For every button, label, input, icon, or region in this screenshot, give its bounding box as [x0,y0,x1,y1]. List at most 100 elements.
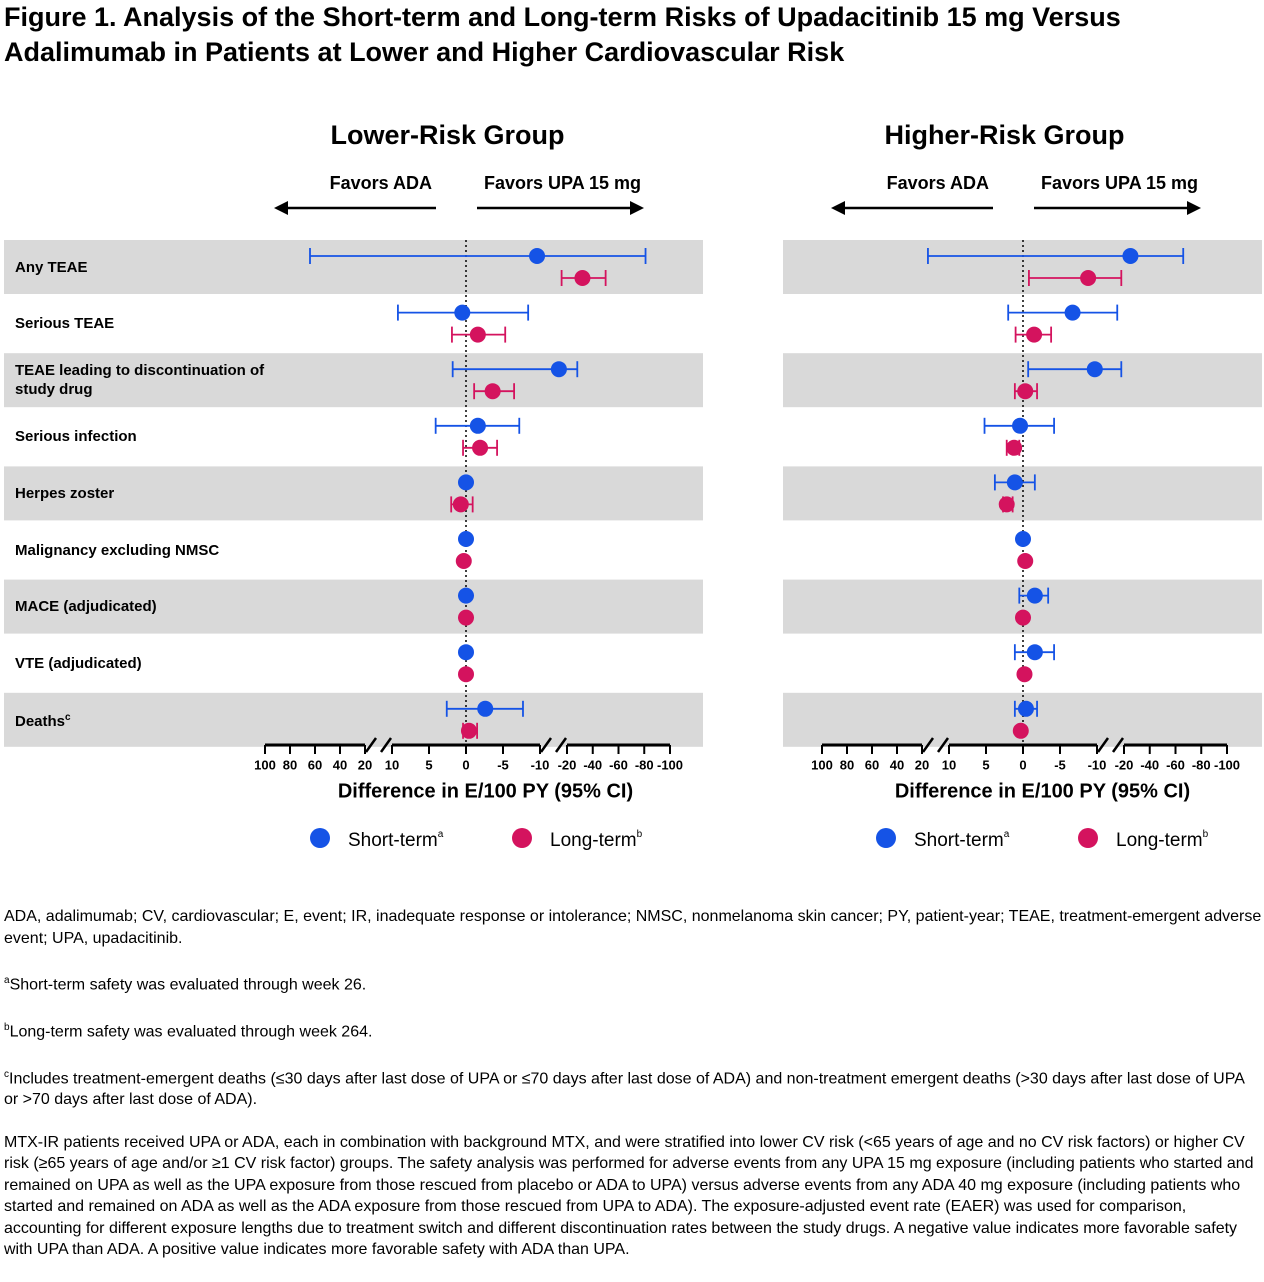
category-text: TEAE leading to discontinuation of study… [15,353,275,407]
point [1017,383,1034,400]
x-tick-label: 20 [915,757,929,772]
panel-title: Lower-Risk Group [330,120,564,150]
category-text: Herpes zoster [15,466,275,520]
point [458,474,474,491]
category-name: Deathsc [15,712,71,731]
point [1026,587,1043,604]
footnote: cIncludes treatment-emergent deaths (≤30… [4,1064,1262,1111]
x-tick-label: -10 [531,757,550,772]
x-tick-label: 5 [425,757,432,772]
row-band [4,240,703,294]
x-tick-label: 40 [890,757,904,772]
footnote-text: Short-term safety was evaluated through … [9,976,367,994]
footnote-marker: b [4,1021,10,1033]
row-band [4,353,703,408]
category-label: Malignancy excluding NMSC [15,542,219,559]
footnote-text: Long-term safety was evaluated through w… [9,1023,373,1041]
legend-name: Long-term [550,830,637,851]
x-axis-label: Difference in E/100 PY (95% CI) [895,780,1190,802]
point [1122,248,1139,264]
row-band [783,466,1262,521]
point [1086,361,1103,378]
footnote: bLong-term safety was evaluated through … [4,1017,1262,1043]
x-tick-label: -100 [657,757,683,772]
arrowhead [274,201,288,215]
category-text: VTE (adjudicated) [15,636,275,690]
point [1012,417,1029,434]
methods: MTX-IR patients received UPA or ADA, eac… [4,1133,1254,1259]
point [1064,304,1081,321]
category-label: Any TEAE [15,240,275,294]
favors-left: Favors ADA [330,173,432,193]
point [484,383,501,400]
point [1026,326,1043,343]
point [477,700,494,717]
superscript: b [637,829,643,840]
row-band [4,692,703,747]
arrowhead [1187,201,1201,215]
favors-left: Favors ADA [887,173,989,193]
category-name: MACE (adjudicated) [15,598,157,616]
category-label: MACE (adjudicated) [15,580,275,634]
x-tick-label: 60 [308,757,322,772]
figure-title: Figure 1. Analysis of the Short-term and… [4,2,1121,67]
category-text: Deathsc [15,693,275,747]
category-name: Any TEAE [15,258,88,276]
x-tick-label: -100 [1214,757,1240,772]
point [998,496,1015,513]
axis-break [936,737,950,753]
axis-break [554,737,568,753]
point [550,361,567,378]
row-band [4,579,703,634]
axis-break [1111,737,1125,753]
abbreviations: ADA, adalimumab; CV, cardiovascular; E, … [4,908,1262,947]
category-name: Herpes zoster [15,484,115,502]
x-tick-label: -20 [558,757,577,772]
point [458,609,474,626]
point [529,248,546,264]
x-tick-label: -20 [1115,757,1134,772]
point [454,304,471,321]
x-tick-label: -80 [635,757,654,772]
point [469,326,486,343]
point [1015,531,1031,547]
x-tick-label: 80 [283,757,297,772]
arrowhead [831,201,845,215]
category-name: TEAE leading to discontinuation of study… [15,362,265,399]
x-tick-label: 20 [358,757,372,772]
x-tick-label: -5 [497,757,509,772]
x-tick-label: 5 [982,757,989,772]
point [472,439,489,456]
category-label: VTE (adjudicated) [15,636,275,690]
category-text: MACE (adjudicated) [15,580,275,634]
point [460,722,477,739]
footnote-marker: c [4,1068,9,1080]
point [1017,553,1034,569]
panel-title: Higher-Risk Group [884,120,1124,150]
point [574,270,591,286]
point [469,417,486,434]
point [458,666,474,683]
x-tick-label: 60 [865,757,879,772]
category-label: Serious infection [15,410,275,464]
x-tick-label: -5 [1054,757,1066,772]
category-label: Herpes zoster [15,466,275,520]
x-tick-label: -40 [583,757,602,772]
favors-right: Favors UPA 15 mg [484,173,641,193]
axis-break [1096,737,1110,753]
x-tick-label: 0 [462,757,469,772]
arrowhead [630,201,644,215]
category-label: Serious TEAE [15,315,114,332]
point [458,587,474,604]
category-text: Any TEAE [15,240,275,294]
footnote: aShort-term safety was evaluated through… [4,970,1262,996]
row-band [4,466,703,521]
footnote-marker: a [4,975,10,986]
category-text: Serious infection [15,410,275,464]
point [458,644,474,661]
x-tick-label: 100 [811,757,833,772]
legend-label: Short-terma [348,829,444,851]
category-superscript: c [65,712,71,724]
footnotes: ADA, adalimumab; CV, cardiovascular; E, … [4,906,1262,1282]
